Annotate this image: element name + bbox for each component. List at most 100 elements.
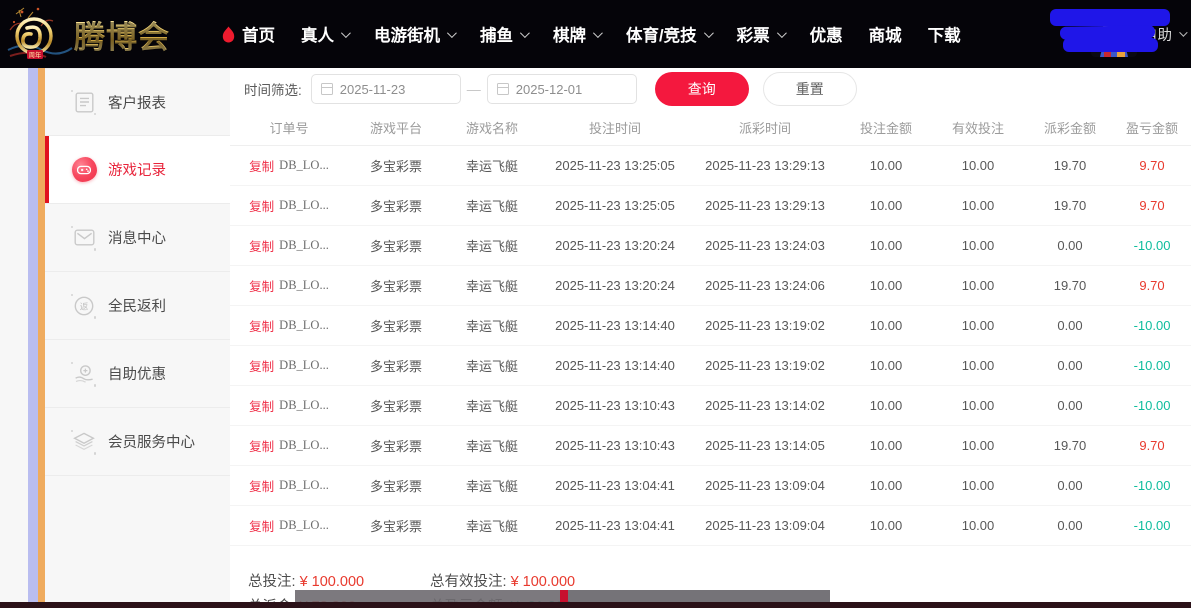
cell-payout-time: 2025-11-23 13:09:04 [705,518,825,533]
flame-icon [222,26,235,42]
table-row[interactable]: 复制 DB_LO... 多宝彩票 幸运飞艇 2025-11-23 13:04:41 202… [230,506,1191,546]
cell-bet-time: 2025-11-23 13:25:05 [555,198,675,213]
copy-link[interactable]: 复制 [249,320,275,334]
nav-label: 优惠 [809,27,843,45]
sidebar-item-label: 自助优惠 [108,367,166,383]
cell-bet-amount: 10.00 [869,158,903,173]
cell-payout-time: 2025-11-23 13:09:04 [705,478,825,493]
copy-link[interactable]: 复制 [249,520,275,534]
cell-profit-loss: -10.00 [1133,478,1171,493]
cell-platform: 多宝彩票 [369,159,422,174]
cell-order-id: 复制 DB_LO... [230,516,348,535]
total-bet-label: 总投注: [248,574,296,590]
cell-payout-time: 2025-11-23 13:19:02 [705,358,825,373]
copy-link[interactable]: 复制 [249,400,275,414]
copy-link[interactable]: 复制 [249,480,275,494]
end-date-picker[interactable]: 2025-12-01 [486,74,637,104]
chevron-down-icon [446,27,457,38]
chevron-down-icon [1179,28,1188,37]
reset-button[interactable]: 重置 [762,72,857,106]
sidebar-item-rebate[interactable]: 返 全民返利 [45,272,230,340]
nav-label: 下载 [927,27,961,45]
cell-platform: 多宝彩票 [369,479,422,494]
cell-valid-bet: 10.00 [961,278,995,293]
cell-game-name: 幸运飞艇 [465,439,518,454]
copy-link[interactable]: 复制 [249,240,275,254]
table-row[interactable]: 复制 DB_LO... 多宝彩票 幸运飞艇 2025-11-23 13:10:43 202… [230,426,1191,466]
nav-item-arcade[interactable]: 电游街机 [361,0,467,68]
nav-item-home[interactable]: 首页 [200,0,288,68]
cell-valid-bet: 10.00 [961,198,995,213]
nav-item-lottery[interactable]: 彩票 [724,0,797,68]
nav-item-chess[interactable]: 棋牌 [540,0,613,68]
nav-item-download[interactable]: 下载 [915,0,974,68]
cell-order-id: 复制 DB_LO... [230,476,348,495]
table-row[interactable]: 复制 DB_LO... 多宝彩票 幸运飞艇 2025-11-23 13:25:05 202… [230,186,1191,226]
order-id-text: DB_LO... [279,398,329,412]
cell-profit-loss: -10.00 [1133,238,1171,253]
brand-name: 腾博会 [30,12,170,57]
table-row[interactable]: 复制 DB_LO... 多宝彩票 幸运飞艇 2025-11-23 13:14:40 202… [230,306,1191,346]
sidebar-item-message-center[interactable]: 消息中心 [45,204,230,272]
cell-bet-time: 2025-11-23 13:10:43 [555,398,675,413]
cell-payout: 0.00 [1057,358,1083,373]
copy-link[interactable]: 复制 [249,360,275,374]
brand-logo[interactable]: 周年 腾博会 [0,0,200,68]
table-row[interactable]: 复制 DB_LO... 多宝彩票 幸运飞艇 2025-11-23 13:20:24 202… [230,226,1191,266]
total-bet-row: 总投注: ¥ 100.000 [248,570,430,591]
table-row[interactable]: 复制 DB_LO... 多宝彩票 幸运飞艇 2025-11-23 13:20:24 202… [230,266,1191,306]
cell-valid-bet: 10.00 [961,478,995,493]
date-range-separator: — [466,81,481,97]
cell-order-id: 复制 DB_LO... [230,436,348,455]
cell-payout: 0.00 [1057,518,1083,533]
svg-text:返: 返 [80,300,89,312]
cell-order-id: 复制 DB_LO... [230,156,348,175]
sidebar-item-label: 客户报表 [108,95,166,112]
nav-item-mall[interactable]: 商城 [856,0,915,68]
rail-lavender-bar [28,68,38,608]
copy-link[interactable]: 复制 [249,200,275,214]
col-header-payout-time: 派彩时间 [738,121,791,136]
nav-item-fishing[interactable]: 捕鱼 [467,0,540,68]
cell-game-name: 幸运飞艇 [465,479,518,494]
table-row[interactable]: 复制 DB_LO... 多宝彩票 幸运飞艇 2025-11-23 13:04:41 202… [230,466,1191,506]
col-header-bet-time: 投注时间 [588,121,641,136]
cell-payout: 19.70 [1053,158,1087,173]
start-date-picker[interactable]: 2025-11-23 [310,74,461,104]
table-row[interactable]: 复制 DB_LO... 多宝彩票 幸运飞艇 2025-11-23 13:14:40 202… [230,346,1191,386]
sidebar-item-customer-report[interactable]: 客户报表 [45,68,230,136]
copy-link[interactable]: 复制 [249,160,275,174]
cell-bet-amount: 10.00 [869,438,903,453]
username-redaction [1050,9,1170,26]
table-row[interactable]: 复制 DB_LO... 多宝彩票 幸运飞艇 2025-11-23 13:25:05 202… [230,146,1191,186]
cell-payout-time: 2025-11-23 13:14:05 [705,438,825,453]
nav-item-promotions[interactable]: 优惠 [797,0,856,68]
order-id-text: DB_LO... [279,358,329,372]
cell-payout: 19.70 [1053,438,1087,453]
game-records-table: 订单号 游戏平台 游戏名称 投注时间 派彩时间 投注金额 有效投注 派彩金额 盈… [230,110,1191,546]
svg-text:周年: 周年 [29,50,42,59]
table-row[interactable]: 复制 DB_LO... 多宝彩票 幸运飞艇 2025-11-23 13:10:43 202… [230,386,1191,426]
cell-bet-time: 2025-11-23 13:14:40 [555,358,675,373]
sidebar-item-self-promotions[interactable]: 自助优惠 [45,340,230,408]
cell-valid-bet: 10.00 [961,238,995,253]
nav-item-live[interactable]: 真人 [288,0,361,68]
cell-platform: 多宝彩票 [369,319,422,334]
chevron-down-icon [592,27,603,38]
col-header-bet-amount: 投注金额 [859,121,912,136]
copy-link[interactable]: 复制 [249,280,275,294]
sidebar-item-game-records[interactable]: 游戏记录 [45,136,230,204]
cell-profit-loss: 9.70 [1139,438,1165,453]
nav-label: 商城 [868,27,902,45]
cell-platform: 多宝彩票 [369,399,422,414]
order-id-text: DB_LO... [279,238,329,252]
cell-order-id: 复制 DB_LO... [230,196,348,215]
nav-item-sports[interactable]: 体育/竞技 [613,0,724,68]
cell-platform: 多宝彩票 [369,199,422,214]
sidebar-item-member-service[interactable]: 会员服务中心 [45,408,230,476]
query-button[interactable]: 查询 [654,72,749,106]
cell-valid-bet: 10.00 [961,398,995,413]
cell-bet-amount: 10.00 [869,318,903,333]
cell-order-id: 复制 DB_LO... [230,396,348,415]
copy-link[interactable]: 复制 [249,440,275,454]
